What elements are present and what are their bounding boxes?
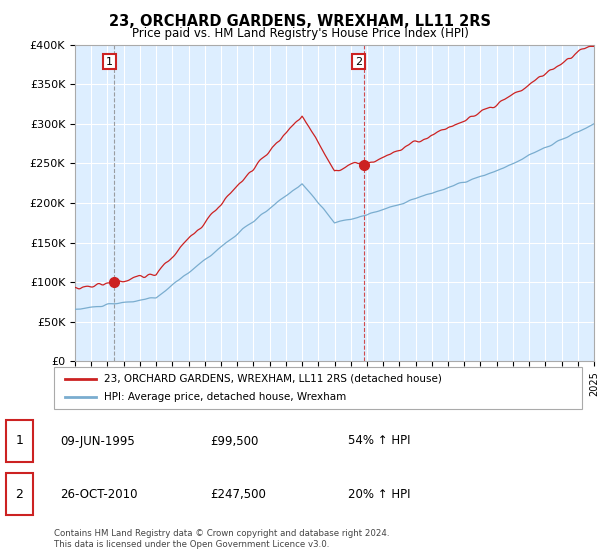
Text: 20% ↑ HPI: 20% ↑ HPI bbox=[348, 488, 410, 501]
Text: 23, ORCHARD GARDENS, WREXHAM, LL11 2RS (detached house): 23, ORCHARD GARDENS, WREXHAM, LL11 2RS (… bbox=[104, 374, 442, 384]
Text: 1: 1 bbox=[106, 57, 113, 67]
Text: 09-JUN-1995: 09-JUN-1995 bbox=[60, 435, 135, 447]
Text: £99,500: £99,500 bbox=[210, 435, 259, 447]
Text: 2: 2 bbox=[16, 488, 23, 501]
FancyBboxPatch shape bbox=[54, 367, 582, 409]
Text: HPI: Average price, detached house, Wrexham: HPI: Average price, detached house, Wrex… bbox=[104, 392, 346, 402]
Text: 26-OCT-2010: 26-OCT-2010 bbox=[60, 488, 137, 501]
Text: 54% ↑ HPI: 54% ↑ HPI bbox=[348, 435, 410, 447]
Text: 23, ORCHARD GARDENS, WREXHAM, LL11 2RS: 23, ORCHARD GARDENS, WREXHAM, LL11 2RS bbox=[109, 14, 491, 29]
Text: 2: 2 bbox=[355, 57, 362, 67]
Text: £247,500: £247,500 bbox=[210, 488, 266, 501]
Text: 1: 1 bbox=[16, 435, 23, 447]
Text: Price paid vs. HM Land Registry's House Price Index (HPI): Price paid vs. HM Land Registry's House … bbox=[131, 27, 469, 40]
Text: Contains HM Land Registry data © Crown copyright and database right 2024.
This d: Contains HM Land Registry data © Crown c… bbox=[54, 529, 389, 549]
